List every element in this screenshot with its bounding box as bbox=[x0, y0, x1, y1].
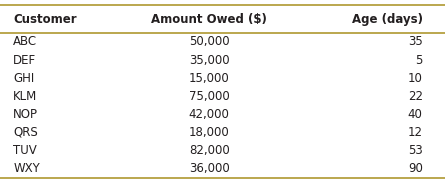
Text: ABC: ABC bbox=[13, 36, 37, 48]
Text: 40: 40 bbox=[408, 108, 423, 121]
Text: 15,000: 15,000 bbox=[189, 72, 230, 85]
Text: DEF: DEF bbox=[13, 54, 36, 67]
Text: 35: 35 bbox=[408, 36, 423, 48]
Text: 90: 90 bbox=[408, 162, 423, 175]
Text: 12: 12 bbox=[408, 126, 423, 139]
Text: KLM: KLM bbox=[13, 90, 37, 103]
Text: GHI: GHI bbox=[13, 72, 35, 85]
Text: NOP: NOP bbox=[13, 108, 38, 121]
Text: Amount Owed ($): Amount Owed ($) bbox=[151, 13, 267, 26]
Text: 50,000: 50,000 bbox=[189, 36, 230, 48]
Text: 22: 22 bbox=[408, 90, 423, 103]
Text: WXY: WXY bbox=[13, 162, 40, 175]
Text: Customer: Customer bbox=[13, 13, 77, 26]
Text: 75,000: 75,000 bbox=[189, 90, 230, 103]
Text: 82,000: 82,000 bbox=[189, 144, 230, 157]
Text: 53: 53 bbox=[408, 144, 423, 157]
Text: 36,000: 36,000 bbox=[189, 162, 230, 175]
Text: 35,000: 35,000 bbox=[189, 54, 230, 67]
Text: Age (days): Age (days) bbox=[352, 13, 423, 26]
Text: QRS: QRS bbox=[13, 126, 38, 139]
Text: TUV: TUV bbox=[13, 144, 37, 157]
Text: 18,000: 18,000 bbox=[189, 126, 230, 139]
Text: 10: 10 bbox=[408, 72, 423, 85]
Text: 5: 5 bbox=[415, 54, 423, 67]
Text: 42,000: 42,000 bbox=[189, 108, 230, 121]
